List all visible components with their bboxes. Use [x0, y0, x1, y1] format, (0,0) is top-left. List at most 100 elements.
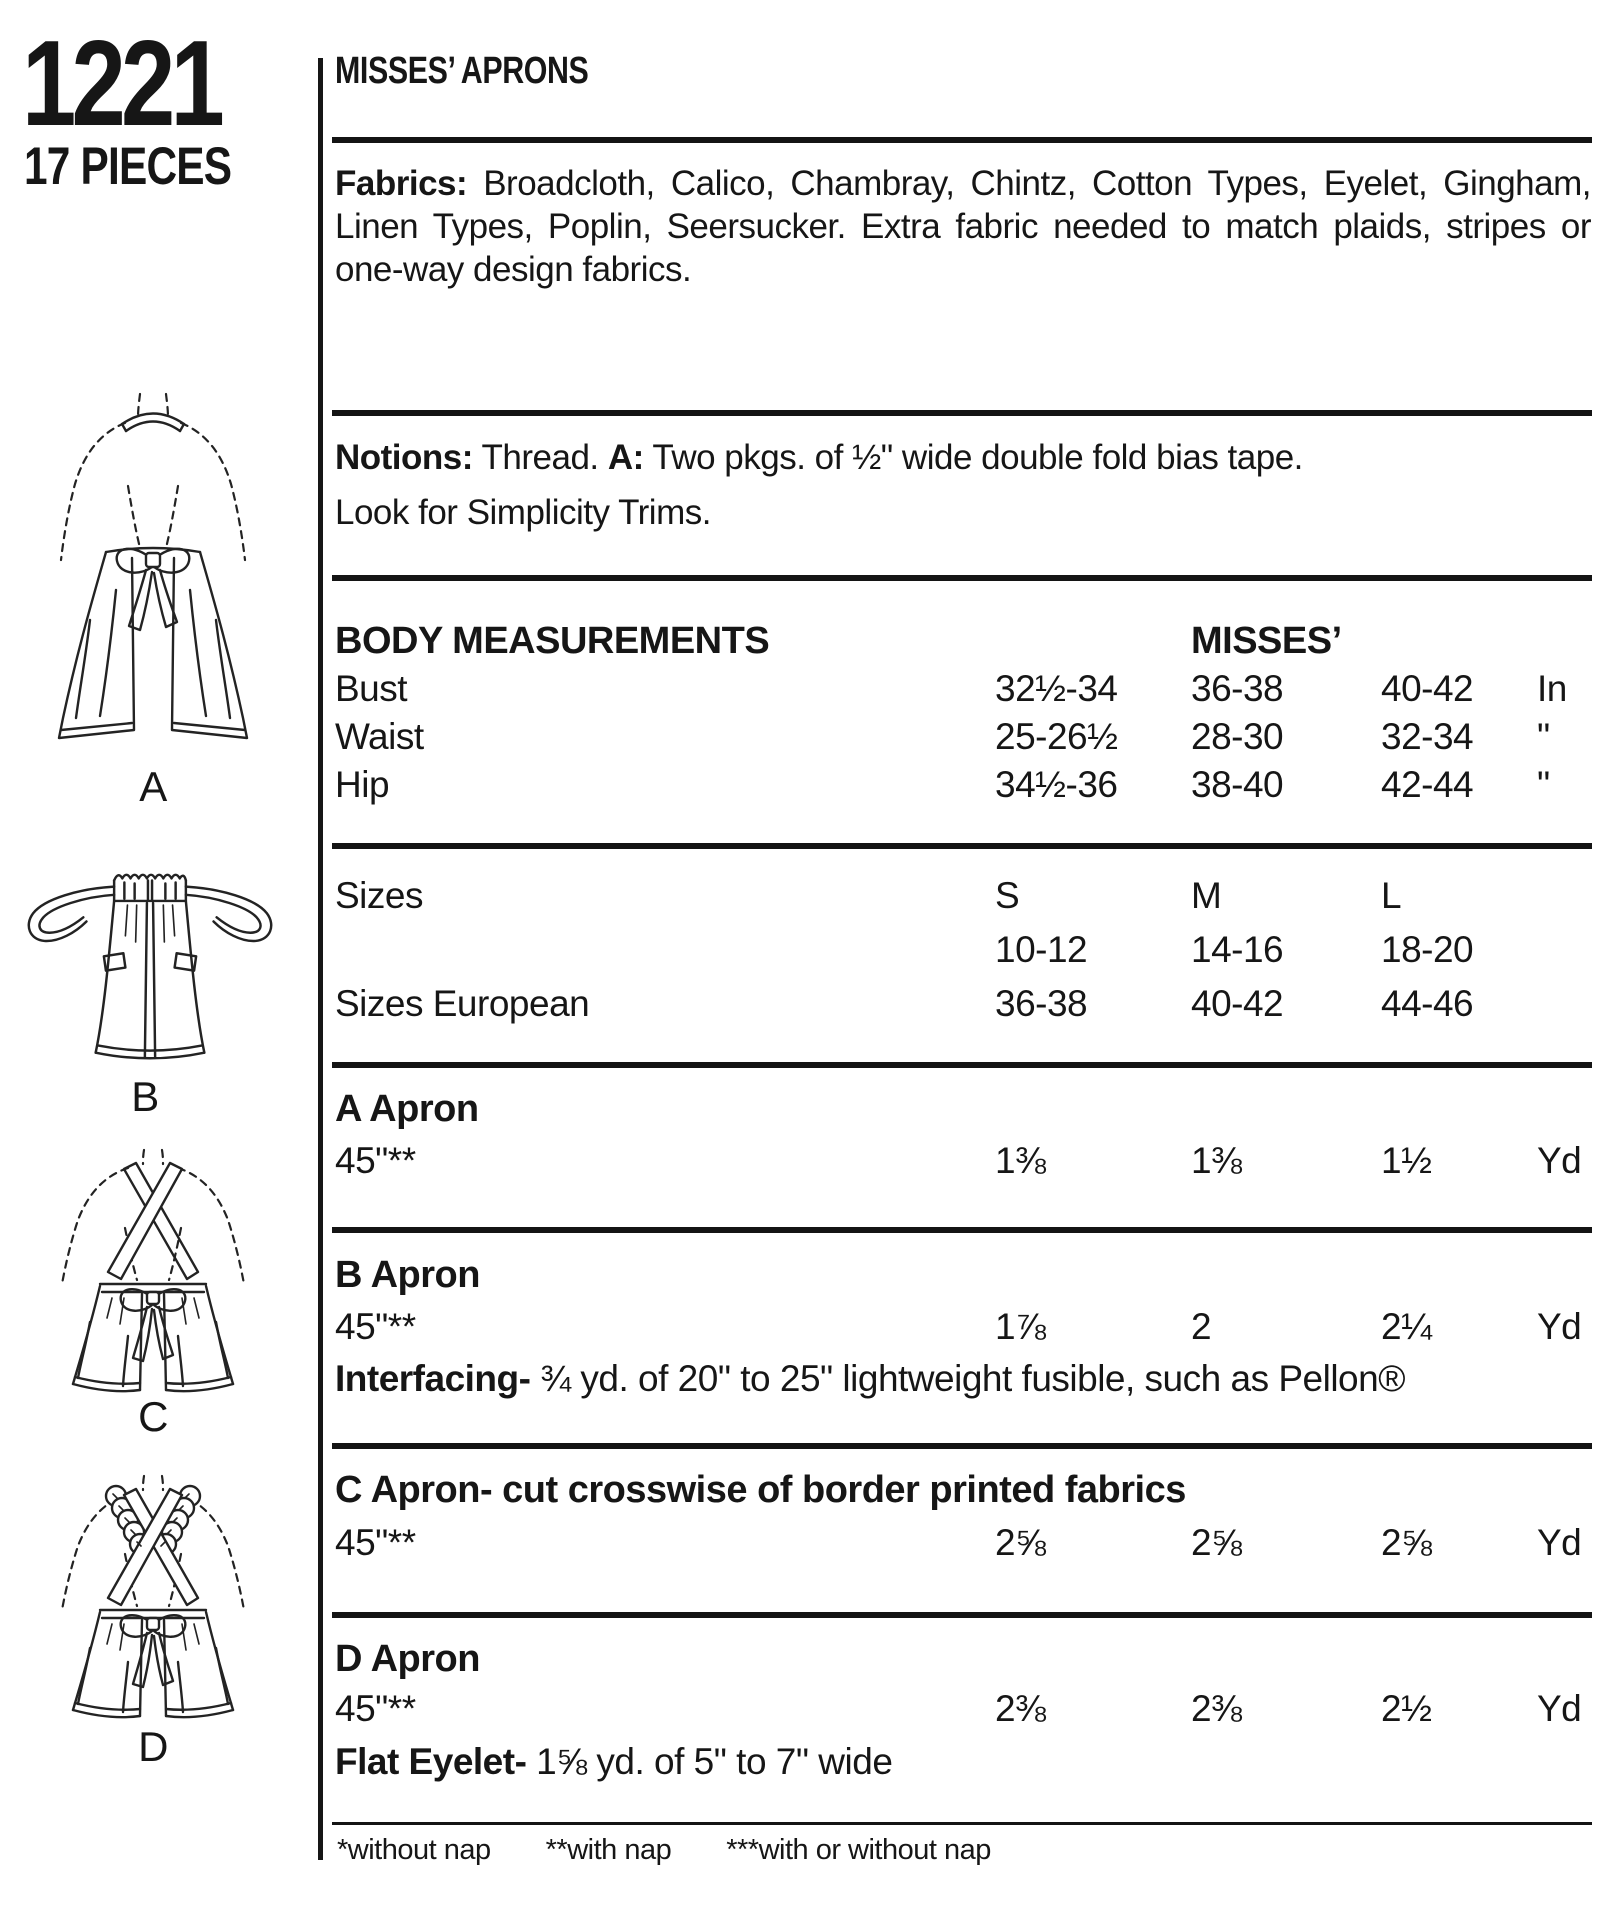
hip-small: 34½-36	[995, 764, 1118, 805]
b-apron-small: 1⅞	[995, 1306, 1046, 1347]
a-apron-width: 45"**	[335, 1140, 416, 1181]
sizes-label: Sizes	[335, 875, 423, 916]
d-apron-note: Flat Eyelet- 1⅝ yd. of 5" to 7" wide	[335, 1740, 1591, 1784]
view-d-label: D	[138, 1723, 168, 1770]
c-apron-medium: 2⅝	[1191, 1522, 1242, 1563]
body-measurements-table: BODY MEASUREMENTS MISSES’ Bust 32½-34 36…	[335, 620, 1592, 812]
sizes-large: L	[1381, 875, 1402, 916]
table-row: Waist 25-26½ 28-30 32-34 "	[335, 716, 1592, 764]
hip-large: 42-44	[1381, 764, 1474, 805]
waist-medium: 28-30	[1191, 716, 1284, 757]
pattern-number: 1221	[22, 22, 269, 144]
c-apron-small: 2⅝	[995, 1522, 1046, 1563]
section-rule	[332, 410, 1592, 416]
bust-small: 32½-34	[995, 668, 1118, 709]
table-row: Bust 32½-34 36-38 40-42 In	[335, 668, 1592, 716]
section-rule	[332, 575, 1592, 581]
footnote-rule	[332, 1822, 1592, 1825]
interfacing-label: Interfacing-	[335, 1358, 531, 1399]
a-apron-unit: Yd	[1537, 1140, 1582, 1181]
hip-medium: 38-40	[1191, 764, 1284, 805]
c-apron-large: 2⅝	[1381, 1522, 1432, 1563]
sizes-european-large: 44-46	[1381, 983, 1474, 1024]
section-rule	[332, 1227, 1592, 1233]
apron-b-illustration	[20, 862, 280, 1067]
footnote-with-nap: **with nap	[545, 1834, 672, 1866]
footnote-without-nap: *without nap	[337, 1834, 491, 1866]
notions-text1: Thread.	[472, 438, 608, 477]
table-row: Hip 34½-36 38-40 42-44 "	[335, 764, 1592, 812]
body-measurements-heading: BODY MEASUREMENTS	[335, 620, 770, 662]
pieces-count-text: 17 PIECES	[24, 137, 232, 196]
footnote-with-or-without-nap: ***with or without nap	[726, 1834, 991, 1866]
footnotes: *without nap **with nap ***with or witho…	[337, 1833, 991, 1868]
apron-a-illustration	[28, 388, 278, 760]
d-apron-unit: Yd	[1537, 1688, 1582, 1729]
waist-small: 25-26½	[995, 716, 1118, 757]
fabrics-label: Fabrics:	[335, 164, 468, 203]
hip-label: Hip	[335, 764, 390, 805]
sizes-numeric-medium: 14-16	[1191, 929, 1284, 970]
sizes-numeric-small: 10-12	[995, 929, 1088, 970]
a-apron-title: A Apron	[335, 1088, 479, 1130]
apron-d-illustration	[28, 1472, 278, 1722]
view-b-label: B	[131, 1073, 159, 1120]
view-a-label: A	[139, 763, 167, 810]
b-apron-large: 2¼	[1381, 1306, 1432, 1347]
waist-unit: "	[1537, 716, 1550, 757]
section-rule	[332, 1612, 1592, 1618]
sizes-table: Sizes S M L 10-12 14-16 18-20 Sizes Euro…	[335, 875, 1592, 1037]
pattern-number-text: 1221	[22, 15, 225, 151]
b-apron-unit: Yd	[1537, 1306, 1582, 1347]
notions-label: Notions:	[335, 438, 473, 477]
c-apron-yardage-row: 45"** 2⅝ 2⅝ 2⅝ Yd	[335, 1524, 1592, 1561]
sizes-medium: M	[1191, 875, 1222, 916]
flat-eyelet-text: 1⅝ yd. of 5" to 7" wide	[526, 1741, 893, 1782]
a-apron-large: 1½	[1381, 1140, 1432, 1181]
body-measurements-header-row: BODY MEASUREMENTS MISSES’	[335, 620, 1592, 668]
b-apron-width: 45"**	[335, 1306, 416, 1347]
notions-view-label: A:	[607, 438, 644, 477]
flat-eyelet-label: Flat Eyelet-	[335, 1741, 527, 1782]
notions-text2: Two pkgs. of ½" wide double fold bias ta…	[643, 438, 1303, 477]
c-apron-title: C Apron- cut crosswise of border printed…	[335, 1469, 1186, 1511]
table-row: Sizes European 36-38 40-42 44-46	[335, 983, 1592, 1037]
fabrics-text: Broadcloth, Calico, Chambray, Chintz, Co…	[335, 164, 1592, 290]
b-apron-note: Interfacing- ¾ yd. of 20" to 25" lightwe…	[335, 1357, 1591, 1401]
waist-large: 32-34	[1381, 716, 1474, 757]
b-apron-title: B Apron	[335, 1254, 480, 1296]
bust-large: 40-42	[1381, 668, 1474, 709]
d-apron-width: 45"**	[335, 1688, 416, 1729]
sizes-numeric-large: 18-20	[1381, 929, 1474, 970]
d-apron-large: 2½	[1381, 1688, 1432, 1729]
c-apron-unit: Yd	[1537, 1522, 1582, 1563]
sizes-european-medium: 40-42	[1191, 983, 1284, 1024]
page-title-text: MISSES’ APRONS	[335, 50, 589, 92]
apron-c-illustration	[28, 1146, 278, 1396]
c-apron-width: 45"**	[335, 1522, 416, 1563]
waist-label: Waist	[335, 716, 424, 757]
vertical-divider	[318, 58, 323, 1860]
bust-label: Bust	[335, 668, 408, 709]
notions-line2: Look for Simplicity Trims.	[335, 493, 711, 532]
d-apron-medium: 2⅜	[1191, 1688, 1242, 1729]
b-apron-yardage-row: 45"** 1⅞ 2 2¼ Yd	[335, 1308, 1592, 1345]
pieces-count: 17 PIECES	[24, 140, 283, 193]
sizes-european-small: 36-38	[995, 983, 1088, 1024]
a-apron-small: 1⅜	[995, 1140, 1046, 1181]
notions-line: Notions: Thread. A: Two pkgs. of ½" wide…	[335, 437, 1591, 479]
d-apron-yardage-row: 45"** 2⅜ 2⅜ 2½ Yd	[335, 1690, 1592, 1727]
section-rule	[332, 1443, 1592, 1449]
page-title: MISSES’ APRONS	[335, 52, 652, 90]
bust-unit: In	[1537, 668, 1567, 709]
view-c-label: C	[138, 1393, 168, 1440]
section-rule	[332, 137, 1592, 143]
table-row: Sizes S M L	[335, 875, 1592, 929]
fabrics-paragraph: Fabrics: Broadcloth, Calico, Chambray, C…	[335, 162, 1592, 291]
a-apron-yardage-row: 45"** 1⅜ 1⅜ 1½ Yd	[335, 1142, 1592, 1179]
section-rule	[332, 1062, 1592, 1068]
sizes-small: S	[995, 875, 1020, 916]
d-apron-small: 2⅜	[995, 1688, 1046, 1729]
sizes-european-label: Sizes European	[335, 983, 590, 1024]
